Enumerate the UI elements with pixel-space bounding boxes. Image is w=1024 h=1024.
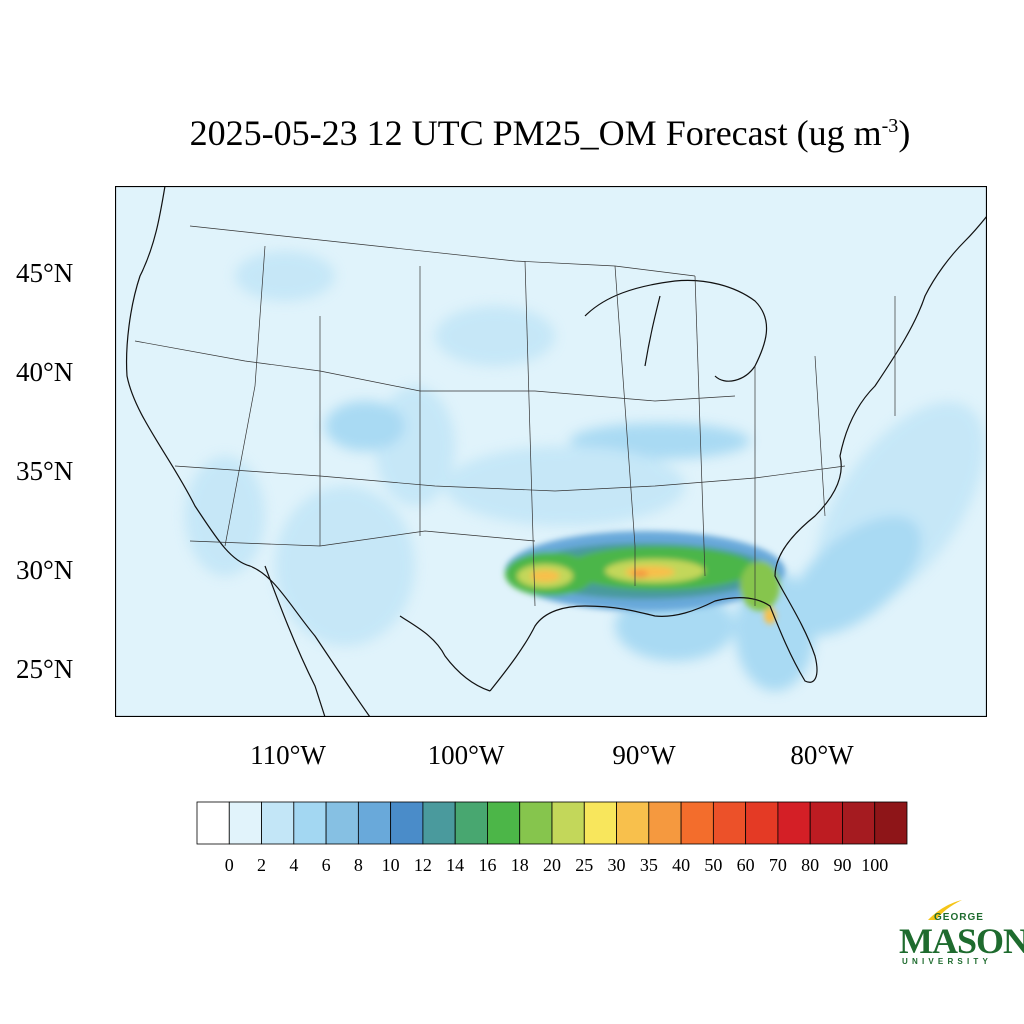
colorbar-label: 25	[575, 855, 594, 875]
lon-label-80w: 80°W	[790, 740, 854, 770]
lon-label-100w: 100°W	[427, 740, 505, 770]
colorbar-swatch	[874, 801, 908, 845]
colorbar-swatch	[712, 801, 747, 845]
state-boundaries	[134, 225, 896, 607]
colorbar-label: 100	[861, 855, 889, 875]
coastline	[125, 186, 987, 717]
colorbar-swatch	[390, 801, 424, 845]
colorbar-label: 18	[510, 855, 529, 875]
lat-label-35: 35°N	[16, 456, 74, 486]
lon-label-110w: 110°W	[250, 740, 326, 770]
colorbar-label: 30	[607, 855, 626, 875]
colorbar-swatch	[809, 801, 843, 845]
colorbar-label: 16	[478, 855, 497, 875]
colorbar-swatch	[777, 801, 811, 845]
lat-label-45: 45°N	[16, 258, 74, 288]
logo-mason: MASON	[899, 921, 1024, 961]
colorbar-swatch	[487, 801, 521, 845]
colorbar-label: 70	[768, 855, 787, 875]
lon-label-90w: 90°W	[612, 740, 676, 770]
map-title: 2025-05-23 12 UTC PM25_OM Forecast (ug m…	[0, 112, 1024, 154]
concentration-field	[185, 251, 985, 691]
title-close: )	[898, 113, 911, 153]
colorbar-label: 50	[704, 855, 723, 875]
colorbar-label: 4	[289, 855, 299, 875]
colorbar-swatch	[551, 801, 585, 845]
colorbar-label: 0	[224, 855, 234, 875]
colorbar	[196, 801, 908, 845]
colorbar-label: 12	[413, 855, 432, 875]
colorbar-swatch	[422, 801, 456, 845]
colorbar-swatch	[261, 801, 295, 845]
colorbar-swatch	[583, 801, 617, 845]
colorbar-swatch	[196, 801, 230, 845]
gmu-logo: GEORGE MASON UNIVERSITY	[896, 898, 1024, 970]
colorbar-label: 60	[736, 855, 755, 875]
colorbar-swatch	[293, 801, 327, 845]
colorbar-label: 2	[257, 855, 267, 875]
logo-george: GEORGE	[934, 912, 984, 923]
title-superscript: -3	[881, 115, 899, 137]
colorbar-swatch	[680, 801, 714, 845]
colorbar-label: 10	[381, 855, 400, 875]
map-border	[115, 186, 987, 717]
lat-label-40: 40°N	[16, 357, 74, 387]
colorbar-swatch	[228, 801, 262, 845]
logo-swoosh	[928, 900, 962, 920]
lat-label-30: 30°N	[16, 555, 74, 585]
colorbar-swatch	[842, 801, 876, 845]
colorbar-label: 90	[833, 855, 852, 875]
colorbar-label: 40	[672, 855, 691, 875]
colorbar-label: 80	[801, 855, 820, 875]
colorbar-label: 14	[446, 855, 465, 875]
colorbar-swatch	[745, 801, 779, 845]
colorbar-swatch	[325, 801, 359, 845]
colorbar-swatch	[648, 801, 682, 845]
colorbar-swatch	[616, 801, 650, 845]
colorbar-label: 8	[353, 855, 363, 875]
forecast-map	[115, 186, 987, 717]
title-text: 2025-05-23 12 UTC PM25_OM Forecast (ug m	[189, 113, 882, 153]
colorbar-swatch	[454, 801, 488, 845]
colorbar-label: 35	[639, 855, 658, 875]
logo-university: UNIVERSITY	[902, 957, 993, 966]
colorbar-swatch	[357, 801, 392, 845]
colorbar-label: 6	[321, 855, 331, 875]
colorbar-label: 20	[543, 855, 561, 875]
lat-label-25: 25°N	[16, 654, 74, 684]
colorbar-swatch	[519, 801, 553, 845]
